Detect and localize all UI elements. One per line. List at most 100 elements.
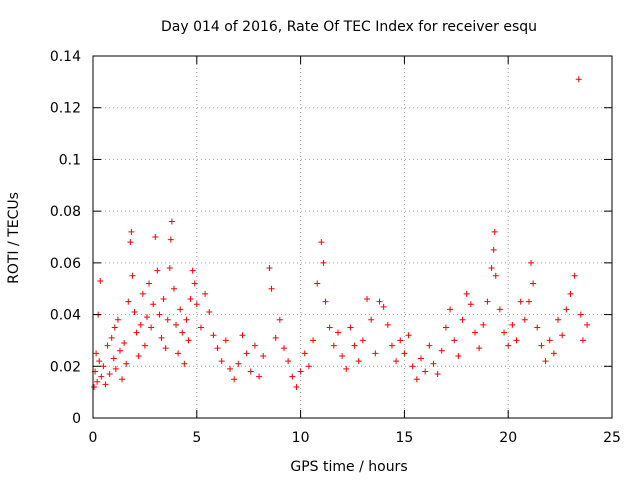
data-point xyxy=(413,376,420,383)
chart-title: Day 014 of 2016, Rate Of TEC Index for r… xyxy=(161,19,537,35)
data-point xyxy=(320,259,327,266)
data-point xyxy=(509,321,516,328)
data-point xyxy=(455,352,462,359)
data-point xyxy=(289,373,296,380)
data-point xyxy=(579,337,586,344)
data-point xyxy=(384,321,391,328)
data-point xyxy=(364,296,371,303)
data-point xyxy=(185,337,192,344)
data-point xyxy=(546,337,553,344)
data-point xyxy=(517,298,524,305)
x-axis-label: GPS time / hours xyxy=(290,459,407,475)
data-point xyxy=(210,332,217,339)
data-point xyxy=(218,358,225,365)
data-point xyxy=(129,272,136,279)
y-tick-label: 0.12 xyxy=(50,101,81,117)
data-point xyxy=(260,352,267,359)
data-point xyxy=(314,280,321,287)
data-points xyxy=(91,76,591,390)
data-point xyxy=(368,316,375,323)
data-point xyxy=(251,342,258,349)
data-point xyxy=(559,332,566,339)
data-point xyxy=(125,298,132,305)
data-point xyxy=(91,383,98,390)
data-point xyxy=(162,345,169,352)
data-point xyxy=(187,296,194,303)
data-point xyxy=(488,265,495,272)
x-tick-label: 20 xyxy=(499,430,517,446)
data-point xyxy=(94,378,101,385)
data-point xyxy=(119,376,126,383)
y-tick-label: 0.04 xyxy=(50,308,81,324)
data-point xyxy=(98,373,105,380)
data-point xyxy=(555,316,562,323)
data-point xyxy=(243,350,250,357)
grid-lines xyxy=(93,56,612,418)
data-point xyxy=(214,345,221,352)
y-tick-label: 0 xyxy=(72,411,81,427)
data-point xyxy=(577,311,584,318)
data-point xyxy=(135,352,142,359)
data-point xyxy=(496,306,503,313)
data-point xyxy=(170,285,177,292)
data-point xyxy=(146,280,153,287)
data-point xyxy=(550,350,557,357)
data-point xyxy=(276,316,283,323)
plot-frame xyxy=(92,55,613,419)
data-point xyxy=(430,360,437,367)
data-point xyxy=(334,329,341,336)
data-point xyxy=(268,285,275,292)
data-point xyxy=(128,228,135,235)
data-point xyxy=(150,301,157,308)
data-point xyxy=(168,218,175,225)
data-point xyxy=(490,246,497,253)
data-point xyxy=(530,280,537,287)
data-point xyxy=(137,321,144,328)
x-tick-label: 5 xyxy=(192,430,201,446)
data-point xyxy=(438,347,445,354)
x-tick-label: 0 xyxy=(89,430,98,446)
data-point xyxy=(166,265,173,272)
data-point xyxy=(401,350,408,357)
data-point xyxy=(158,334,165,341)
data-point xyxy=(525,298,532,305)
axis-ticks xyxy=(92,55,613,419)
data-point xyxy=(100,363,107,370)
data-point xyxy=(235,360,242,367)
data-point xyxy=(513,337,520,344)
data-point xyxy=(330,342,337,349)
data-point xyxy=(501,329,508,336)
data-point xyxy=(459,316,466,323)
data-point xyxy=(563,306,570,313)
data-point xyxy=(131,308,138,315)
data-point xyxy=(422,368,429,375)
data-point xyxy=(133,329,140,336)
data-point xyxy=(418,355,425,362)
data-point xyxy=(521,316,528,323)
data-point xyxy=(231,376,238,383)
data-point xyxy=(202,290,209,297)
data-point xyxy=(575,76,582,83)
y-tick-label: 0.14 xyxy=(50,49,81,65)
data-point xyxy=(397,337,404,344)
data-point xyxy=(393,358,400,365)
data-point xyxy=(376,298,383,305)
data-point xyxy=(584,321,591,328)
data-point xyxy=(542,358,549,365)
data-point xyxy=(322,298,329,305)
data-point xyxy=(93,350,100,357)
data-point xyxy=(538,342,545,349)
data-point xyxy=(372,350,379,357)
data-point xyxy=(339,352,346,359)
data-point xyxy=(388,342,395,349)
data-point xyxy=(534,324,541,331)
data-point xyxy=(305,363,312,370)
data-point xyxy=(191,280,198,287)
data-point xyxy=(104,342,111,349)
data-point xyxy=(451,337,458,344)
data-point xyxy=(463,290,470,297)
data-point xyxy=(505,342,512,349)
data-point xyxy=(310,337,317,344)
data-point xyxy=(359,337,366,344)
